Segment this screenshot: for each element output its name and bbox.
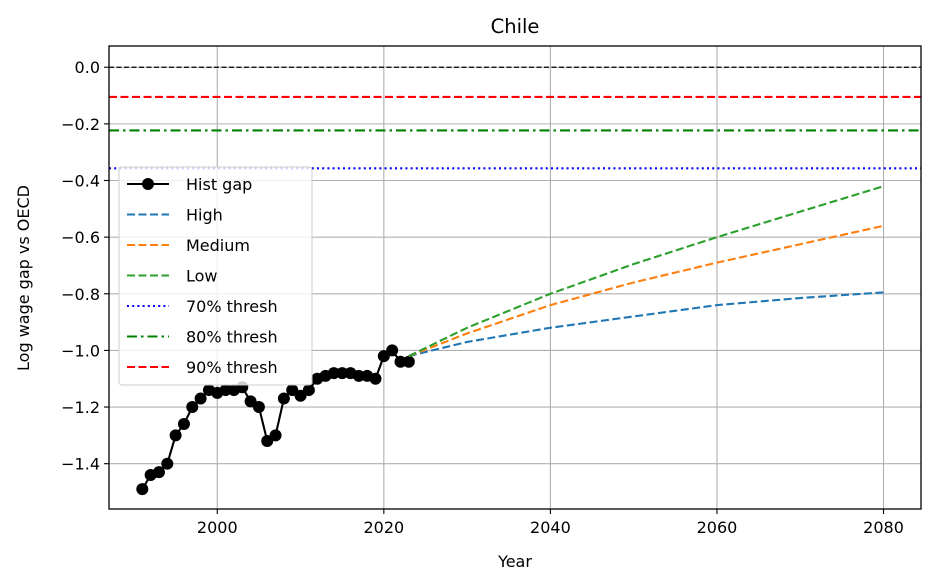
legend-label-medium: Medium [186, 236, 250, 255]
chart-title: Chile [491, 15, 540, 38]
data-point-hist-gap [386, 344, 399, 357]
y-tick-label: −1.4 [61, 455, 100, 474]
x-tick-label: 2080 [863, 518, 904, 537]
data-point-hist-gap [152, 466, 165, 479]
data-point-hist-gap [336, 367, 349, 380]
data-point-hist-gap [136, 483, 149, 496]
x-tick-label: 2060 [697, 518, 738, 537]
data-point-hist-gap [177, 418, 190, 431]
x-tick-label: 2040 [530, 518, 571, 537]
series-line-low [408, 185, 884, 358]
y-tick-label: −1.2 [61, 398, 100, 417]
legend-label-80-thresh: 80% thresh [186, 328, 278, 347]
data-point-hist-gap [369, 372, 382, 385]
x-axis-ticks: 2000 2020 2040 2060 2080 [197, 509, 904, 537]
data-point-hist-gap [219, 384, 232, 397]
legend-label-low: Low [186, 267, 218, 286]
y-tick-label: −0.4 [61, 172, 100, 191]
y-tick-label: 0.0 [75, 58, 100, 77]
series [136, 185, 884, 496]
legend-marker-hist-gap [142, 178, 154, 190]
legend-label-70-thresh: 70% thresh [186, 297, 278, 316]
legend: Hist gap High Medium Low 70% thresh 80% thres… [118, 166, 313, 386]
legend-label-high: High [186, 206, 223, 225]
data-point-hist-gap [302, 384, 315, 397]
data-point-hist-gap [161, 457, 174, 470]
x-tick-label: 2020 [363, 518, 404, 537]
y-tick-label: −0.6 [61, 228, 100, 247]
data-point-hist-gap [269, 429, 282, 442]
legend-box [118, 166, 313, 386]
series-line-medium [408, 224, 884, 358]
axes-frame [108, 45, 922, 510]
data-point-hist-gap [394, 355, 407, 368]
series-line-high [408, 291, 884, 358]
data-point-hist-gap [352, 369, 365, 382]
y-axis-ticks: 0.0 −0.2 −0.4 −0.6 −0.8 −1.0 −1.2 −1.4 [61, 58, 109, 474]
data-point-hist-gap [169, 429, 182, 442]
y-axis-label: Log wage gap vs OECD [14, 185, 33, 371]
data-point-hist-gap [402, 355, 415, 368]
legend-label-90-thresh: 90% thresh [186, 358, 278, 377]
y-tick-label: −1.0 [61, 341, 100, 360]
y-tick-label: −0.8 [61, 285, 100, 304]
data-point-hist-gap [277, 392, 290, 405]
data-point-hist-gap [327, 367, 340, 380]
legend-label-hist-gap: Hist gap [186, 175, 252, 194]
x-axis-label: Year [497, 552, 532, 571]
y-tick-label: −0.2 [61, 115, 100, 134]
x-tick-label: 2000 [197, 518, 238, 537]
data-point-hist-gap [252, 401, 265, 414]
data-point-hist-gap [186, 401, 199, 414]
data-point-hist-gap [194, 392, 207, 405]
